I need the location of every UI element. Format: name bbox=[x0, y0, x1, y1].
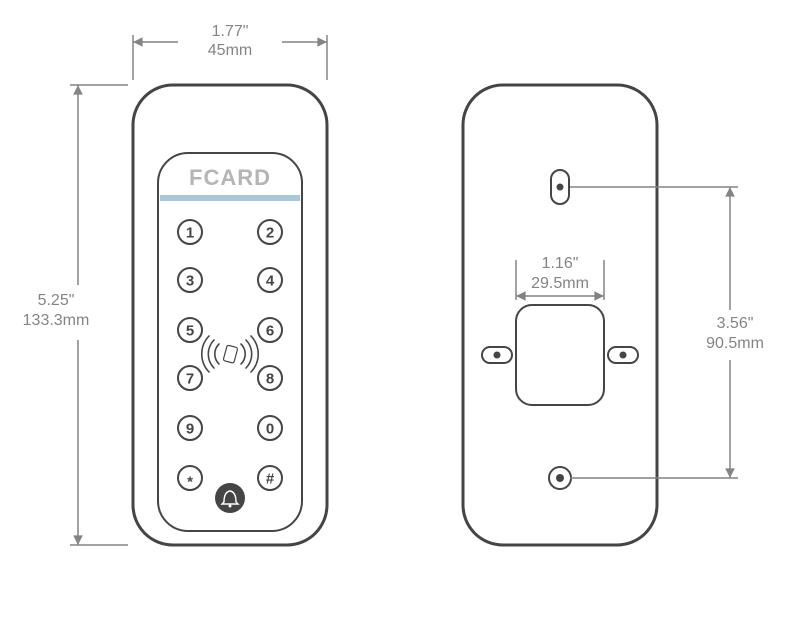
dim-span-mm: 90.5mm bbox=[706, 335, 764, 352]
dim-width-in: 1.77" bbox=[212, 23, 249, 40]
dim-slot-width: 1.16" 29.5mm bbox=[516, 255, 604, 300]
key-label: 3 bbox=[186, 273, 194, 290]
brand-label: FCARD bbox=[189, 165, 271, 190]
center-cutout bbox=[516, 305, 604, 405]
keypad: 1 2 3 4 5 6 7 8 9 0 * # bbox=[178, 220, 282, 491]
key-label: * bbox=[187, 474, 193, 491]
key-6[interactable]: 6 bbox=[258, 318, 282, 342]
key-9[interactable]: 9 bbox=[178, 416, 202, 440]
key-1[interactable]: 1 bbox=[178, 220, 202, 244]
key-label: 6 bbox=[266, 323, 274, 340]
top-hole-dot bbox=[557, 184, 564, 191]
key-5[interactable]: 5 bbox=[178, 318, 202, 342]
key-label: 9 bbox=[186, 421, 194, 438]
dim-height-in: 5.25" bbox=[38, 292, 75, 309]
key-*[interactable]: * bbox=[178, 466, 202, 491]
key-label: 2 bbox=[266, 225, 274, 242]
dim-slot-mm: 29.5mm bbox=[531, 275, 589, 292]
dim-width-mm: 45mm bbox=[208, 42, 252, 59]
dim-height-mm: 133.3mm bbox=[23, 312, 90, 329]
key-label: 8 bbox=[266, 371, 274, 388]
bottom-hole-dot bbox=[556, 474, 564, 482]
left-hole-dot bbox=[494, 352, 501, 359]
rfid-icon bbox=[202, 336, 258, 372]
key-label: 0 bbox=[266, 421, 274, 438]
dim-span-in: 3.56" bbox=[717, 315, 754, 332]
key-#[interactable]: # bbox=[258, 466, 282, 490]
back-view: 1.16" 29.5mm bbox=[463, 85, 657, 545]
right-hole-dot bbox=[620, 352, 627, 359]
key-label: 7 bbox=[186, 371, 194, 388]
diagram-canvas: FCARD 1 2 3 4 5 6 7 8 9 0 * # 1.77" 45mm bbox=[0, 0, 798, 626]
key-2[interactable]: 2 bbox=[258, 220, 282, 244]
key-8[interactable]: 8 bbox=[258, 366, 282, 390]
dim-height: 5.25" 133.3mm bbox=[23, 85, 128, 545]
key-label: 1 bbox=[186, 225, 194, 242]
key-label: 5 bbox=[186, 323, 194, 340]
key-4[interactable]: 4 bbox=[258, 268, 282, 292]
key-label: # bbox=[266, 471, 275, 488]
key-7[interactable]: 7 bbox=[178, 366, 202, 390]
front-view: FCARD 1 2 3 4 5 6 7 8 9 0 * # bbox=[133, 85, 327, 545]
key-0[interactable]: 0 bbox=[258, 416, 282, 440]
key-3[interactable]: 3 bbox=[178, 268, 202, 292]
bell-circle bbox=[215, 483, 245, 513]
dim-slot-in: 1.16" bbox=[542, 255, 579, 272]
bell-button[interactable] bbox=[215, 483, 245, 513]
key-label: 4 bbox=[266, 273, 275, 290]
dim-hole-span: 3.56" 90.5mm bbox=[570, 187, 764, 478]
dim-width: 1.77" 45mm bbox=[133, 23, 327, 80]
